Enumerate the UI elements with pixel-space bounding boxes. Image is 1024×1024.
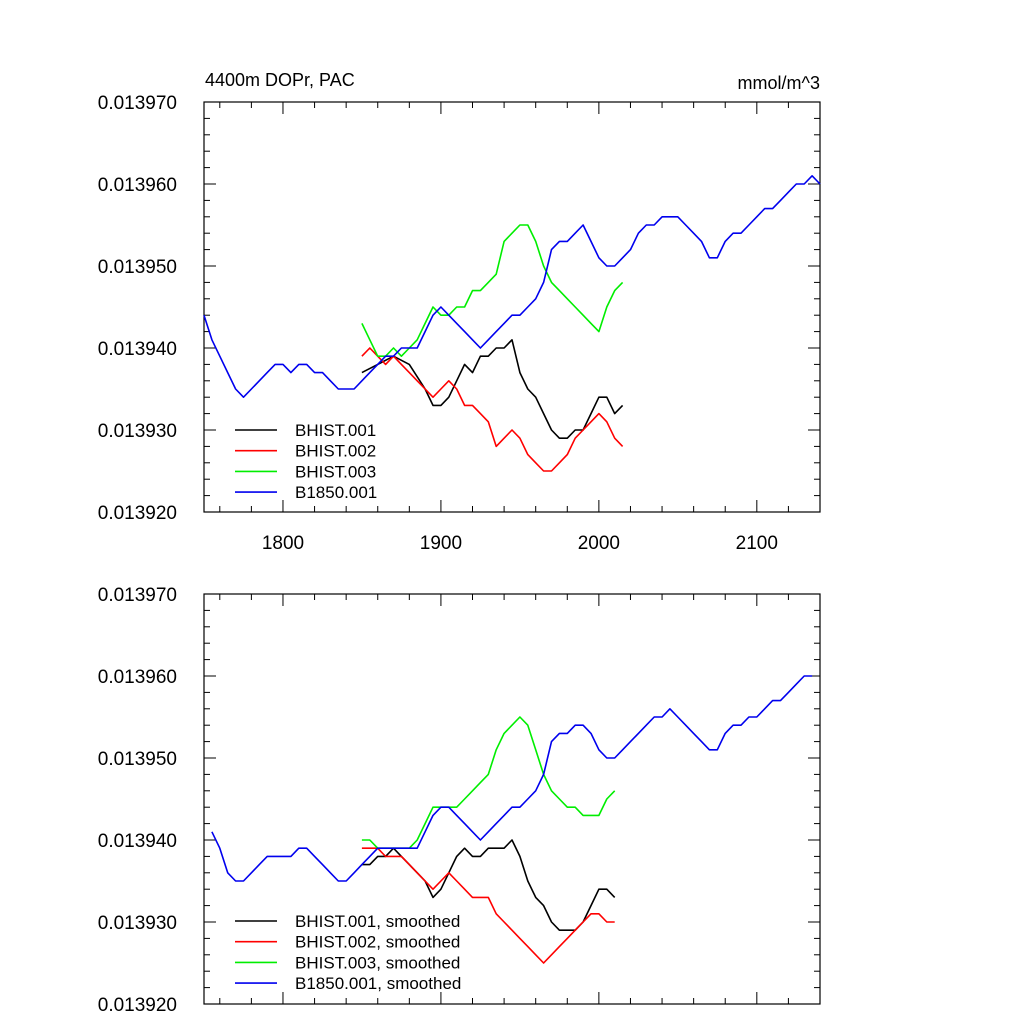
legend-label: BHIST.001, smoothed — [295, 912, 460, 931]
series-line-bhist-003 — [361, 224, 624, 358]
legend-label: BHIST.003 — [295, 462, 376, 481]
bottom-panel: 0.013970 0.013960 0.013950 0.013940 0.013930… — [98, 585, 821, 1016]
x-tick-label: 2000 — [578, 533, 620, 554]
series-line-b1850-001 — [203, 175, 821, 399]
top-panel-units: mmol/m^3 — [738, 73, 820, 93]
series-line-bhist-002 — [361, 347, 624, 472]
y-tick-label: 0.013920 — [98, 995, 177, 1016]
y-tick-label: 0.013950 — [98, 749, 177, 770]
series-line-bhist-001 — [361, 338, 624, 440]
legend-label: B1850.001, smoothed — [295, 974, 461, 993]
y-tick-label: 0.013960 — [98, 175, 177, 196]
top-plot-area: 1800 1900 2000 2100 0.013970 0.013960 0.013950… — [98, 93, 821, 554]
plot-frame — [203, 593, 821, 1005]
top-panel-title: 4400m DOPr, PAC — [205, 70, 355, 90]
series-line-b1850-001-smoothed — [211, 675, 813, 882]
legend-label: BHIST.003, smoothed — [295, 953, 460, 972]
y-tick-label: 0.013970 — [98, 585, 177, 606]
legend-label: BHIST.002 — [295, 442, 376, 461]
legend-label: B1850.001 — [295, 483, 377, 502]
y-tick-label: 0.013960 — [98, 667, 177, 688]
y-tick-label: 0.013970 — [98, 93, 177, 114]
y-tick-label: 0.013950 — [98, 257, 177, 278]
y-tick-label: 0.013930 — [98, 913, 177, 934]
bottom-plot-area: 0.013970 0.013960 0.013950 0.013940 0.013930… — [98, 585, 821, 1016]
y-tick-label: 0.013940 — [98, 831, 177, 852]
legend-label: BHIST.001 — [295, 421, 376, 440]
x-tick-label: 2100 — [736, 533, 778, 554]
top-panel: 4400m DOPr, PAC mmol/m^3 1800 1900 2000 210… — [98, 70, 821, 554]
y-tick-label: 0.013920 — [98, 503, 177, 524]
x-tick-label: 1800 — [262, 533, 304, 554]
y-tick-label: 0.013940 — [98, 339, 177, 360]
series-line-bhist-002-smoothed — [361, 847, 615, 964]
y-tick-label: 0.013930 — [98, 421, 177, 442]
plot-frame — [203, 101, 821, 513]
x-tick-label: 1900 — [420, 533, 462, 554]
legend-label: BHIST.002, smoothed — [295, 933, 460, 952]
